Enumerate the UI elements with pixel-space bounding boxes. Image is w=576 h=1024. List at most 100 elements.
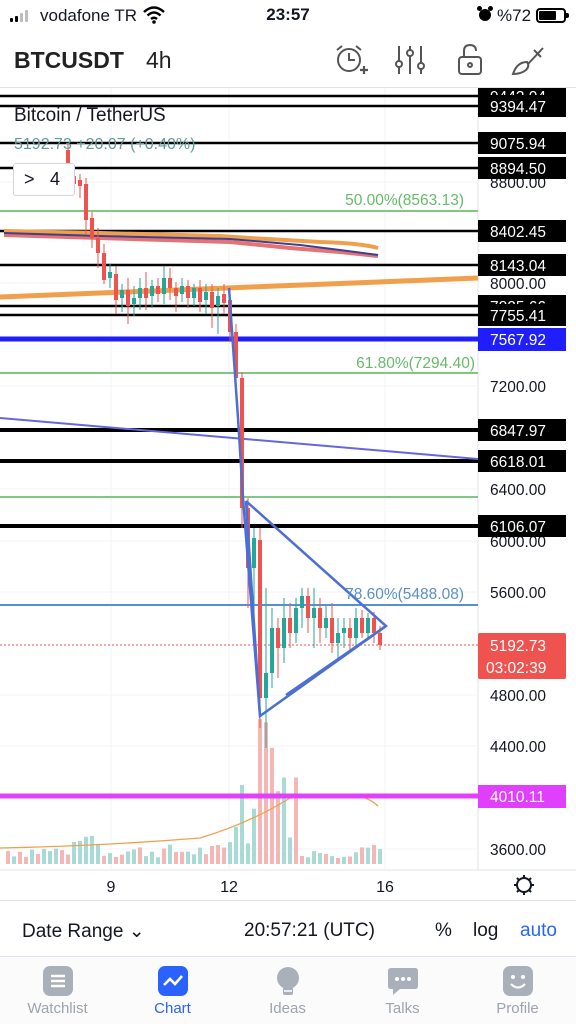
price-line-tag-text: 6106.07 — [490, 519, 546, 536]
candle-body — [126, 290, 130, 306]
volume-bar — [366, 847, 370, 864]
volume-bar — [222, 847, 226, 864]
price-tick-label: 6400.00 — [490, 482, 546, 499]
candle-body — [270, 628, 274, 673]
date-range-label: Date Range — [22, 921, 124, 942]
indicators-toggle-button[interactable]: > 4 — [13, 163, 75, 196]
price-line-tag-text: 9394.47 — [490, 99, 546, 116]
volume-bar — [66, 854, 70, 864]
price-line-tag — [478, 132, 566, 154]
percent-scale-toggle[interactable]: % — [435, 920, 452, 941]
volume-bar — [360, 847, 364, 864]
navy-ma-line — [3, 232, 379, 256]
price-line-tag-text: 8894.50 — [490, 161, 546, 178]
candle-body — [144, 288, 148, 298]
candle-body — [252, 538, 256, 568]
volume-bar — [306, 857, 310, 864]
candle-body — [168, 278, 172, 288]
cell-signal-icon — [10, 9, 28, 22]
volume-bar — [150, 851, 154, 864]
volume-bar — [96, 843, 100, 864]
volume-bar — [108, 853, 112, 864]
chart-canvas[interactable]: 50.00%(8563.13) 61.80%(7294.40) 78.60%(548… — [0, 88, 576, 900]
indicators-icon[interactable] — [390, 40, 430, 80]
tab-profile[interactable]: Profile — [460, 965, 575, 1017]
volume-bar — [18, 851, 22, 864]
candle-body — [276, 628, 280, 648]
price-line-tag-text: 6618.01 — [490, 454, 546, 471]
tab-talks[interactable]: Talks — [345, 965, 460, 1017]
date-range-button[interactable]: Date Range ⌄ — [22, 920, 145, 943]
status-bar: vodafone TR 23:57 %72 — [0, 0, 576, 32]
blue-price-tag — [478, 328, 566, 351]
price-line-tag — [478, 419, 566, 441]
tab-chart[interactable]: Chart — [115, 965, 230, 1017]
tab-label: Ideas — [269, 1000, 306, 1017]
price-axis — [478, 88, 576, 870]
price-tick-label: 5600.00 — [490, 585, 546, 602]
smiley-profile-icon — [502, 965, 534, 997]
candle-body — [348, 628, 352, 638]
candle-body — [300, 596, 304, 608]
price-line-tag — [478, 304, 566, 326]
indicator-count: 4 — [50, 169, 61, 189]
volume-bar — [78, 840, 82, 864]
candle-body — [204, 292, 208, 300]
candle-body — [156, 286, 160, 294]
fib-label: 78.60%(5488.08) — [345, 586, 464, 603]
candle-body — [198, 288, 202, 302]
volume-bar — [234, 826, 238, 864]
volume-bar — [60, 850, 64, 864]
candle-body — [216, 296, 220, 306]
volume-bar — [348, 856, 352, 864]
tab-ideas[interactable]: Ideas — [230, 965, 345, 1017]
candle-body — [192, 288, 196, 298]
symbol-name[interactable]: BTCUSDT — [14, 47, 124, 73]
countdown-text: 03:02:39 — [486, 660, 546, 677]
volume-bar — [90, 835, 94, 864]
candle-body — [330, 618, 334, 643]
price-tick-label: 7200.00 — [490, 379, 546, 396]
volume-bar — [144, 856, 148, 864]
volume-bar — [270, 747, 274, 864]
auto-scale-toggle[interactable]: auto — [520, 920, 557, 941]
gear-icon — [514, 875, 534, 895]
candle-body — [282, 618, 286, 648]
log-scale-toggle[interactable]: log — [473, 920, 499, 941]
volume-bar — [174, 851, 178, 864]
volume-bar — [192, 854, 196, 864]
candle-body — [162, 278, 166, 294]
time-tick-label: 9 — [107, 879, 116, 896]
lock-icon[interactable] — [450, 40, 490, 80]
candle-body — [180, 286, 184, 294]
legend-title: Bitcoin / TetherUS — [14, 105, 166, 126]
volume-bar — [330, 856, 334, 864]
interval-selector[interactable]: 4h — [146, 47, 172, 73]
drawing-brush-icon[interactable] — [508, 40, 548, 80]
price-line-tag — [478, 254, 566, 276]
bottom-tab-bar: Watchlist Chart Ideas Talks Profile — [0, 956, 576, 1024]
time-tick-label: 16 — [376, 879, 394, 896]
volume-bar — [264, 722, 268, 864]
tab-label: Talks — [385, 1000, 420, 1017]
volume-bar — [168, 844, 172, 864]
triangle-pattern — [244, 500, 388, 719]
candle-body — [186, 286, 190, 298]
battery-percent: %72 — [497, 6, 532, 25]
volume-bar — [228, 842, 232, 864]
watchlist-icon — [42, 965, 74, 997]
price-chart[interactable]: 50.00%(8563.13) 61.80%(7294.40) 78.60%(548… — [0, 88, 576, 900]
volume-bar — [246, 843, 250, 864]
drawn-trend-line — [285, 624, 387, 697]
candle-body — [378, 633, 382, 645]
volume-bar — [324, 853, 328, 864]
drawn-trend-line — [227, 287, 240, 419]
alarm-add-icon[interactable] — [330, 40, 370, 80]
volume-bar — [132, 849, 136, 864]
price-line-tag-text: 8143.04 — [490, 258, 546, 275]
tab-watchlist[interactable]: Watchlist — [0, 965, 115, 1017]
status-clock: 23:57 — [266, 5, 310, 24]
carrier-name: vodafone TR — [40, 6, 138, 25]
volume-bar — [12, 856, 16, 864]
